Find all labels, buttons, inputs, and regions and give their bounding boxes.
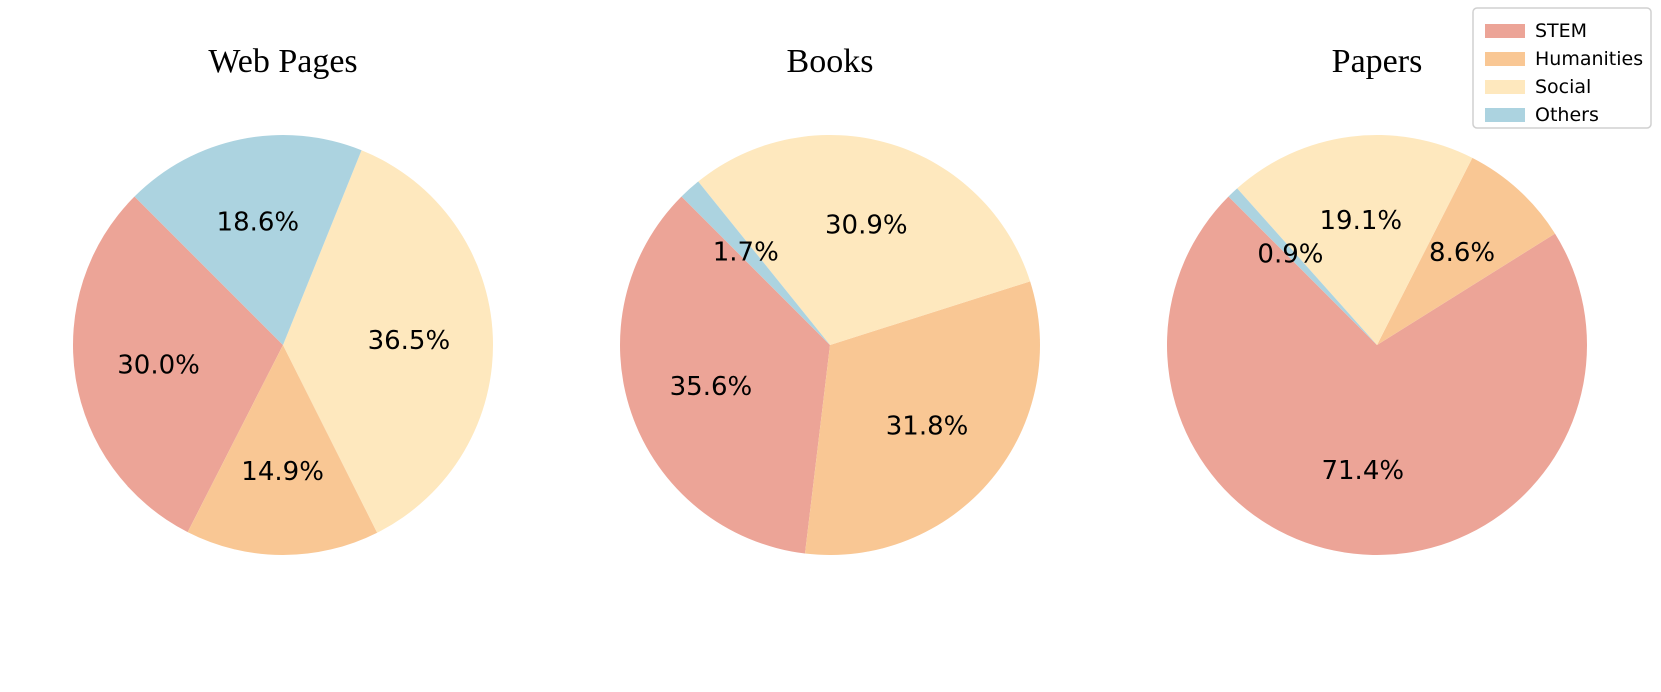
- pie-slice-social: [283, 150, 494, 533]
- pie-slice-label: 18.6%: [217, 208, 300, 238]
- legend-swatch-stem: [1485, 24, 1525, 38]
- pie-slice-label: 30.0%: [117, 351, 200, 381]
- pie-slice-label: 71.4%: [1321, 456, 1404, 486]
- pie-title: Web Pages: [208, 43, 357, 80]
- legend-label-others: Others: [1535, 104, 1599, 126]
- legend-label-humanities: Humanities: [1535, 48, 1643, 70]
- pie-slice-social: [698, 135, 1031, 345]
- pie-slice-label: 30.9%: [825, 210, 908, 240]
- legend: STEM Humanities Social Others: [1472, 7, 1652, 129]
- pie-slice-label: 36.5%: [368, 326, 451, 356]
- legend-swatch-social: [1485, 80, 1525, 94]
- pie-0: Web Pages 30.0% 14.9% 36.5% 18.6%: [72, 43, 494, 555]
- legend-label-social: Social: [1535, 76, 1591, 98]
- pie-slice-label: 35.6%: [670, 372, 753, 402]
- pie-slice-label: 1.7%: [713, 237, 779, 267]
- legend-swatch-others: [1485, 108, 1525, 122]
- pie-slice-stem: [1167, 196, 1587, 555]
- pie-slice-label: 19.1%: [1320, 206, 1403, 236]
- pie-slice-others: [681, 181, 830, 345]
- legend-swatch-humanities: [1485, 52, 1525, 66]
- pie-slice-stem: [72, 196, 283, 533]
- pie-slice-humanities: [1377, 157, 1556, 345]
- pie-slice-stem: [620, 196, 830, 554]
- pie-slice-humanities: [187, 345, 378, 555]
- pie-slice-label: 31.8%: [886, 411, 969, 441]
- pie-slice-label: 8.6%: [1429, 238, 1495, 268]
- pie-1: Books 35.6% 31.8% 30.9% 1.7%: [620, 43, 1040, 555]
- pie-slice-others: [1228, 188, 1377, 345]
- pie-slice-social: [1237, 134, 1473, 345]
- pie-slice-humanities: [804, 281, 1040, 555]
- pie-slice-label: 0.9%: [1257, 239, 1323, 269]
- pie-slice-others: [134, 134, 362, 345]
- legend-label-stem: STEM: [1535, 20, 1587, 42]
- pie-slice-label: 14.9%: [241, 457, 324, 487]
- pie-2: Papers 71.4% 8.6% 19.1%0.9%: [1167, 43, 1587, 555]
- pie-title: Books: [787, 43, 874, 80]
- pie-title: Papers: [1332, 43, 1423, 80]
